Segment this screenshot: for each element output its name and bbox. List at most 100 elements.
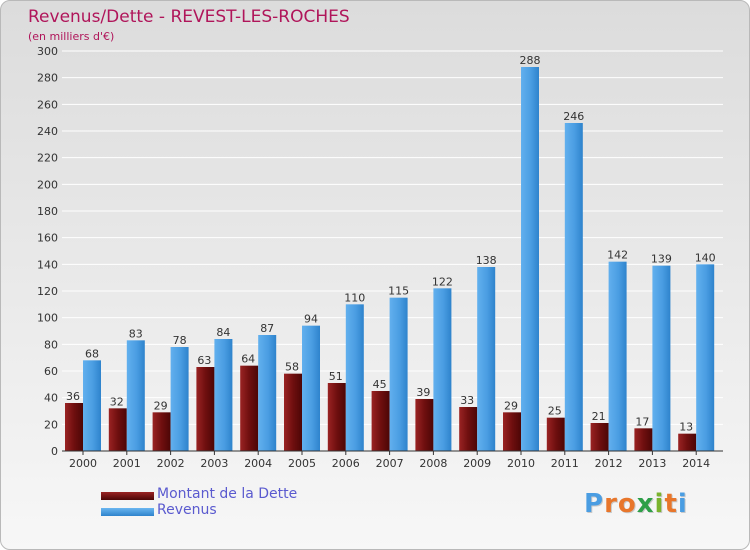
y-axis-ticks: 0 20 40 60 80 100 120 140 160 180 200 220 240 260 280 3… [37, 45, 58, 458]
bar-revenus [214, 339, 233, 451]
bar-revenus [477, 267, 496, 451]
x-tick-label: 2000 [69, 457, 97, 470]
legend-swatch-revenus [101, 508, 154, 516]
bar-dette [590, 423, 609, 451]
y-tick-label: 40 [44, 392, 58, 405]
data-label-revenus: 78 [173, 334, 187, 347]
x-tick-label: 2001 [113, 457, 141, 470]
legend-swatch-dette [101, 492, 154, 500]
x-tick-label: 2007 [376, 457, 404, 470]
bar-revenus [696, 264, 715, 451]
data-label-dette: 29 [504, 399, 518, 412]
bar-revenus [521, 67, 539, 451]
data-label-revenus: 68 [85, 347, 99, 360]
data-label-dette: 64 [241, 353, 255, 366]
data-label-revenus: 87 [260, 322, 274, 335]
data-label-dette: 29 [154, 399, 168, 412]
y-tick-label: 100 [37, 312, 58, 325]
bar-dette [546, 417, 565, 451]
data-label-revenus: 115 [388, 285, 409, 298]
bar-revenus [126, 340, 145, 451]
data-label-revenus: 122 [432, 275, 453, 288]
bar-revenus [433, 288, 452, 451]
data-label-revenus: 246 [563, 110, 584, 123]
chart-subtitle: (en milliers d'€) [28, 30, 115, 43]
y-tick-label: 300 [37, 45, 58, 58]
bar-dette [459, 407, 478, 451]
bar-revenus [389, 297, 408, 451]
x-tick-label: 2010 [507, 457, 535, 470]
data-label-dette: 63 [197, 354, 211, 367]
y-tick-label: 280 [37, 72, 58, 85]
y-tick-label: 240 [37, 125, 58, 138]
data-label-revenus: 83 [129, 327, 143, 340]
y-tick-label: 20 [44, 418, 58, 431]
data-label-revenus: 288 [520, 54, 541, 67]
data-label-revenus: 110 [344, 291, 365, 304]
data-label-dette: 51 [329, 370, 343, 383]
x-tick-label: 2005 [288, 457, 316, 470]
bar-dette [634, 428, 653, 451]
x-tick-label: 2009 [463, 457, 491, 470]
bar-revenus [302, 325, 320, 451]
x-tick-label: 2006 [332, 457, 360, 470]
data-label-dette: 21 [592, 410, 606, 423]
y-tick-label: 260 [37, 98, 58, 111]
data-label-dette: 39 [416, 386, 430, 399]
bar-dette [65, 403, 83, 451]
data-label-dette: 17 [635, 415, 649, 428]
bar-dette [678, 433, 697, 451]
y-tick-label: 160 [37, 232, 58, 245]
y-tick-label: 80 [44, 338, 58, 351]
bar-revenus [564, 123, 583, 451]
x-tick-label: 2011 [551, 457, 579, 470]
bar-dette [152, 412, 171, 451]
x-tick-label: 2008 [419, 457, 447, 470]
y-tick-label: 0 [51, 445, 58, 458]
x-tick-label: 2004 [244, 457, 272, 470]
legend-label-revenus: Revenus [157, 502, 217, 518]
bar-revenus [345, 304, 364, 451]
y-tick-label: 180 [37, 205, 58, 218]
data-label-dette: 32 [110, 395, 124, 408]
x-axis-ticks: 2000 2001 2002 2003 2004 2005 2006 2007 2008 2009… [69, 451, 710, 470]
bar-dette [371, 391, 390, 451]
chart-title: Revenus/Dette - REVEST-LES-ROCHES [28, 7, 350, 27]
bar-dette [327, 383, 346, 451]
y-tick-label: 140 [37, 258, 58, 271]
bar-dette [240, 365, 259, 451]
data-label-dette: 58 [285, 361, 299, 374]
bar-revenus [170, 347, 189, 451]
bar-revenus [83, 360, 101, 451]
bar-revenus [608, 261, 627, 451]
bar-dette [284, 373, 302, 451]
proxiti-logo: Proxiti [584, 489, 688, 519]
bar-dette [415, 399, 434, 451]
data-label-revenus: 94 [304, 313, 318, 326]
data-label-dette: 33 [460, 394, 474, 407]
y-tick-label: 60 [44, 365, 58, 378]
x-tick-label: 2002 [157, 457, 185, 470]
bar-dette [196, 367, 215, 451]
y-tick-label: 120 [37, 285, 58, 298]
bar-dette [503, 412, 521, 451]
data-label-revenus: 139 [651, 253, 672, 266]
data-label-dette: 45 [373, 378, 387, 391]
bar-revenus [258, 335, 277, 451]
data-label-dette: 25 [548, 405, 562, 418]
data-label-revenus: 142 [607, 249, 628, 262]
data-labels: 36 68 32 83 29 78 63 84 64 87 58 94 51 110 45 115 39 122 3… [66, 54, 716, 434]
data-label-revenus: 140 [695, 251, 716, 264]
data-label-dette: 36 [66, 390, 80, 403]
data-label-revenus: 138 [476, 254, 497, 267]
x-tick-label: 2014 [682, 457, 710, 470]
x-tick-label: 2013 [638, 457, 666, 470]
bars [65, 67, 715, 451]
bar-revenus [652, 265, 671, 451]
data-label-revenus: 84 [216, 326, 230, 339]
legend-label-dette: Montant de la Dette [157, 486, 298, 502]
bar-dette [108, 408, 127, 451]
x-tick-label: 2012 [595, 457, 623, 470]
